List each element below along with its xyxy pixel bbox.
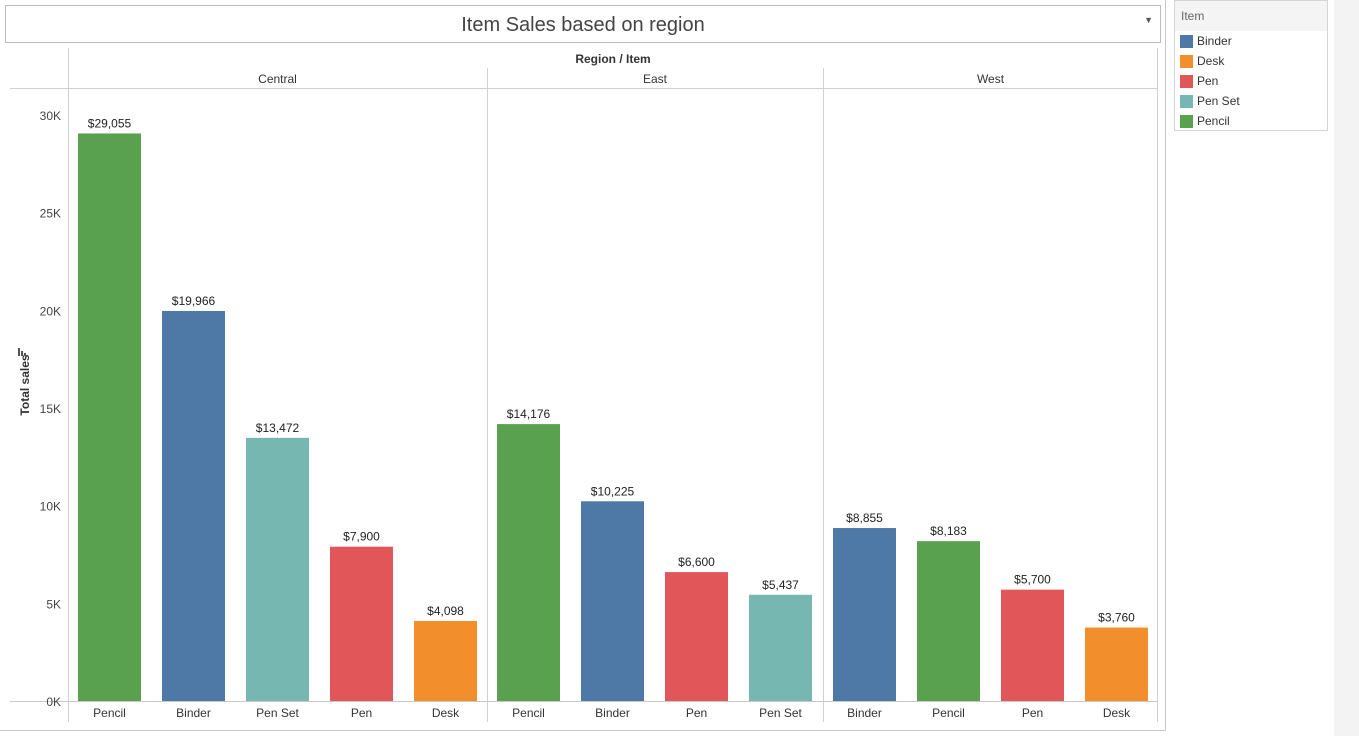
x-tick-label: Binder — [176, 706, 211, 720]
bar — [246, 437, 309, 701]
bar — [749, 594, 812, 701]
x-tick-label: Binder — [595, 706, 630, 720]
x-tick-label: Desk — [432, 706, 460, 720]
y-tick-label: 15K — [40, 402, 61, 416]
legend-swatch — [1180, 35, 1193, 48]
legend-label: Pen Set — [1197, 94, 1240, 108]
y-tick-label: 5K — [46, 597, 61, 611]
x-tick-label: Pen — [351, 706, 372, 720]
y-axis-title: Total sales — [18, 354, 32, 415]
x-tick-label: Pencil — [512, 706, 545, 720]
bar-value-label: $8,855 — [846, 511, 883, 525]
y-tick-label: 30K — [40, 109, 61, 123]
bar-value-label: $5,437 — [762, 578, 799, 592]
legend-label: Desk — [1197, 54, 1225, 68]
bar-value-label: $19,966 — [172, 294, 216, 308]
dropdown-caret-icon[interactable]: ▼ — [1144, 15, 1153, 25]
legend-title: Item — [1181, 9, 1205, 23]
legend-label: Pen — [1197, 74, 1219, 88]
bar — [414, 620, 477, 701]
legend-item-pen[interactable]: Pen — [1179, 73, 1324, 91]
sort-icon — [24, 353, 26, 356]
bar — [665, 572, 728, 701]
legend-item-pencil[interactable]: Pencil — [1179, 113, 1324, 131]
y-tick-label: 10K — [40, 500, 61, 514]
title-box: Item Sales based on region ▼ — [5, 5, 1161, 43]
y-tick-label: 20K — [40, 304, 61, 318]
legend-item-pen-set[interactable]: Pen Set — [1179, 93, 1324, 111]
bar — [833, 528, 896, 701]
sort-icon — [21, 351, 23, 356]
legend-label: Pencil — [1197, 114, 1230, 128]
bar-value-label: $10,225 — [591, 484, 635, 498]
y-tick-label: 0K — [46, 695, 61, 709]
chart-title: Item Sales based on region — [461, 14, 705, 36]
legend-swatch — [1180, 75, 1193, 88]
bar — [1085, 627, 1148, 701]
bar-value-label: $13,472 — [256, 421, 300, 435]
region-header: West — [977, 72, 1005, 86]
view-frame — [0, 0, 1166, 731]
legend-header — [1175, 1, 1327, 31]
bar-value-label: $4,098 — [427, 604, 464, 618]
bar-value-label: $29,055 — [88, 116, 132, 130]
legend-swatch — [1180, 55, 1193, 68]
bar — [581, 501, 644, 701]
bar-value-label: $14,176 — [507, 407, 551, 421]
bar — [78, 133, 141, 702]
region-header: East — [643, 72, 668, 86]
legend-item-binder[interactable]: Binder — [1179, 33, 1324, 51]
bar — [917, 541, 980, 701]
bar-chart: Region / Item 0K 5K 10K 15K 20K 25K 30K Total sa… — [10, 48, 1158, 722]
right-scroll-strip — [1334, 0, 1359, 736]
legend-swatch — [1180, 95, 1193, 108]
bar-value-label: $3,760 — [1098, 611, 1135, 625]
bar-value-label: $8,183 — [930, 524, 967, 538]
bar — [1001, 589, 1064, 701]
x-tick-label: Pen — [1022, 706, 1043, 720]
y-tick-label: 25K — [40, 207, 61, 221]
x-tick-label: Pen — [686, 706, 707, 720]
x-tick-label: Pencil — [93, 706, 126, 720]
x-tick-label: Pen Set — [256, 706, 299, 720]
column-header: Region / Item — [575, 52, 650, 66]
bar-value-label: $6,600 — [678, 555, 715, 569]
bar — [497, 424, 560, 701]
legend: Item Binder Desk Pen Pen Set Pencil — [1174, 0, 1328, 131]
sort-icon — [18, 348, 20, 356]
region-header: Central — [258, 72, 297, 86]
bar-value-label: $7,900 — [343, 530, 380, 544]
bar — [330, 546, 393, 701]
x-tick-label: Pencil — [932, 706, 965, 720]
bar-value-label: $5,700 — [1014, 573, 1051, 587]
legend-label: Binder — [1197, 34, 1232, 48]
x-tick-label: Desk — [1103, 706, 1131, 720]
bar — [162, 310, 225, 701]
x-tick-label: Pen Set — [759, 706, 802, 720]
legend-swatch — [1180, 115, 1193, 128]
legend-item-desk[interactable]: Desk — [1179, 53, 1324, 71]
x-tick-label: Binder — [847, 706, 882, 720]
